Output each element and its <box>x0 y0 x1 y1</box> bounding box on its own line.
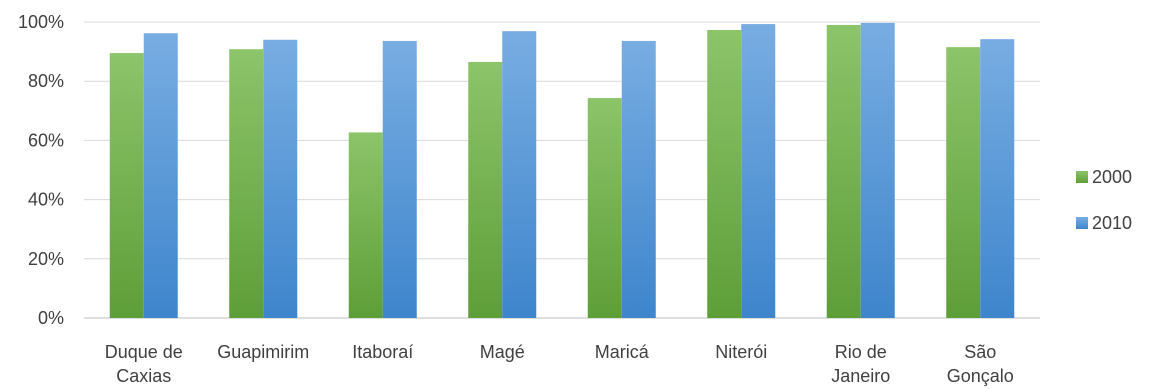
x-tick-label: Duque de Caxias <box>105 342 183 386</box>
legend: 2000 2010 <box>1076 167 1132 233</box>
x-axis: Duque de Caxias Guapimirim Itaboraí Magé Mari… <box>105 342 1014 386</box>
y-axis: 0% 20% 40% 60% 80% 100% <box>18 12 64 328</box>
bar-2010-5 <box>741 24 776 319</box>
bar-2000-1 <box>229 49 264 319</box>
x-tick-label: Guapimirim <box>217 342 309 362</box>
bar-2010-3 <box>502 31 537 319</box>
bar-2000-3 <box>468 61 503 319</box>
y-tick-label: 100% <box>18 12 64 32</box>
bar-2010-1 <box>263 39 298 318</box>
bar-2000-6 <box>826 24 861 319</box>
bar-2000-4 <box>587 98 622 319</box>
x-tick-label: Maricá <box>595 342 650 362</box>
y-tick-label: 40% <box>28 190 64 210</box>
bar-2000-0 <box>109 53 144 319</box>
bar-2000-2 <box>348 132 383 318</box>
y-tick-label: 80% <box>28 71 64 91</box>
y-tick-label: 0% <box>38 308 64 328</box>
legend-label: 2010 <box>1092 213 1132 233</box>
gridlines <box>84 21 1040 319</box>
bar-2000-7 <box>946 47 981 318</box>
x-tick-label: Niterói <box>715 342 767 362</box>
bars <box>109 22 1015 319</box>
bar-2010-4 <box>621 40 656 318</box>
legend-swatch-2000 <box>1076 171 1088 183</box>
x-tick-label: São Gonçalo <box>947 342 1014 386</box>
x-tick-label: Rio de Janeiro <box>831 342 890 386</box>
legend-swatch-2010 <box>1076 217 1088 229</box>
bar-2010-6 <box>860 22 895 318</box>
y-tick-label: 60% <box>28 130 64 150</box>
bar-2010-2 <box>382 40 417 318</box>
bar-2010-7 <box>980 39 1015 318</box>
bar-2000-5 <box>707 29 742 318</box>
x-tick-label: Itaboraí <box>352 342 413 362</box>
bar-2010-0 <box>143 33 178 319</box>
y-tick-label: 20% <box>28 249 64 269</box>
x-tick-label: Magé <box>480 342 525 362</box>
legend-label: 2000 <box>1092 167 1132 187</box>
